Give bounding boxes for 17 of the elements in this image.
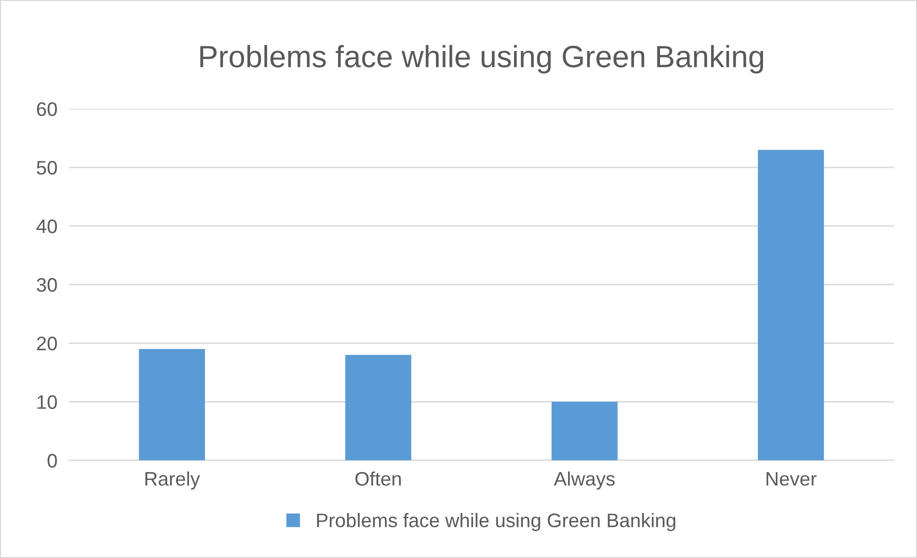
bar xyxy=(345,354,412,460)
bar xyxy=(138,349,205,460)
bar xyxy=(758,150,824,460)
y-tick-label: 40 xyxy=(36,219,57,234)
x-tick-label: Often xyxy=(355,471,401,486)
x-tick-label: Rarely xyxy=(145,471,200,490)
y-tick-label: 50 xyxy=(36,160,57,175)
x-tick-label: Always xyxy=(554,471,615,490)
x-tick-label: Never xyxy=(766,472,817,486)
y-tick-label: 60 xyxy=(37,102,57,116)
y-tick-label: 10 xyxy=(38,395,57,409)
y-tick-label: 20 xyxy=(37,336,57,350)
legend-label: Problems face while using Green Banking xyxy=(317,513,676,532)
bar xyxy=(552,402,618,460)
y-tick-label: 0 xyxy=(48,454,57,468)
y-tick-label: 30 xyxy=(36,278,57,292)
chart-title: Problems face while using Green Banking xyxy=(200,45,764,74)
